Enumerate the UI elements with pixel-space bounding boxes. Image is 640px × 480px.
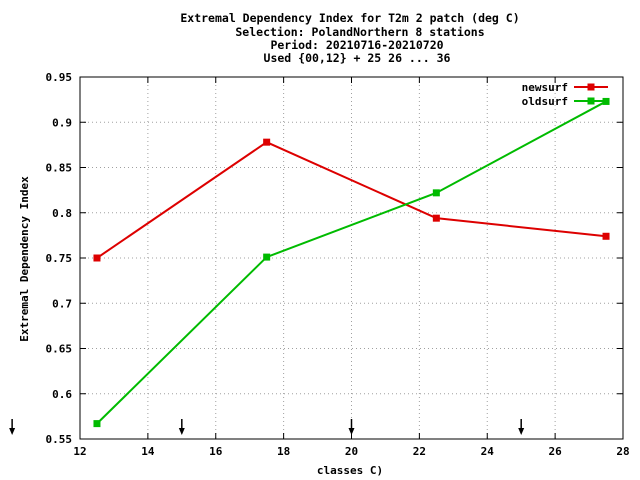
title-line-4: Used {00,12} + 25 26 ... 36 (264, 51, 451, 65)
data-point (432, 214, 440, 222)
series-line (96, 141, 607, 259)
grid (80, 77, 623, 439)
x-tick-label: 22 (413, 445, 426, 458)
y-tick-label: 0.85 (46, 162, 73, 175)
chart-title: Extremal Dependency Index for T2m 2 patc… (180, 11, 519, 65)
x-axis-label: classes C) (317, 464, 383, 477)
data-point (263, 138, 271, 146)
threshold-arrow (348, 419, 355, 435)
legend-label: oldsurf (522, 95, 568, 108)
threshold-arrow-head (348, 428, 355, 435)
y-tick-label: 0.6 (52, 388, 72, 401)
legend-marker (587, 83, 595, 91)
y-tick-label: 0.8 (52, 207, 72, 220)
threshold-arrow (518, 419, 525, 435)
data-point (93, 254, 101, 262)
threshold-arrow-head (518, 428, 525, 435)
x-tick-label: 18 (277, 445, 290, 458)
x-tick-label: 12 (73, 445, 86, 458)
threshold-arrow-head (9, 428, 16, 435)
threshold-arrows (9, 419, 525, 435)
axes: 12 14 16 18 20 22 24 26 28 0.55 0.6 0.65 0.7 0.75 0.8 0… (46, 71, 630, 458)
y-axis-label: Extremal Dependency Index (18, 176, 31, 342)
series-group (93, 97, 610, 428)
threshold-arrow (9, 419, 16, 435)
title-line-3: Period: 20210716-20210720 (270, 38, 443, 52)
x-tick-label: 24 (481, 445, 495, 458)
title-line-2: Selection: PolandNorthern 8 stations (235, 25, 484, 39)
data-point (93, 420, 101, 428)
data-point (432, 189, 440, 197)
legend-label: newsurf (522, 81, 568, 94)
data-point (263, 253, 271, 261)
y-tick-label: 0.55 (46, 433, 73, 446)
x-tick-label: 26 (549, 445, 563, 458)
y-tick-label: 0.7 (52, 297, 72, 310)
x-tick-label: 14 (141, 445, 155, 458)
y-tick-label: 0.95 (46, 71, 73, 84)
legend-marker (587, 97, 595, 105)
series-newsurf (93, 138, 610, 262)
series-line (96, 100, 607, 425)
y-tick-label: 0.9 (52, 116, 72, 129)
y-tick-label: 0.75 (46, 252, 73, 265)
data-point (602, 232, 610, 240)
x-tick-label: 20 (345, 445, 358, 458)
threshold-arrow (178, 419, 185, 435)
x-tick-label: 28 (616, 445, 629, 458)
x-tick-label: 16 (209, 445, 223, 458)
y-tick-label: 0.65 (46, 343, 73, 356)
title-line-1: Extremal Dependency Index for T2m 2 patc… (180, 11, 519, 25)
threshold-arrow-head (178, 428, 185, 435)
